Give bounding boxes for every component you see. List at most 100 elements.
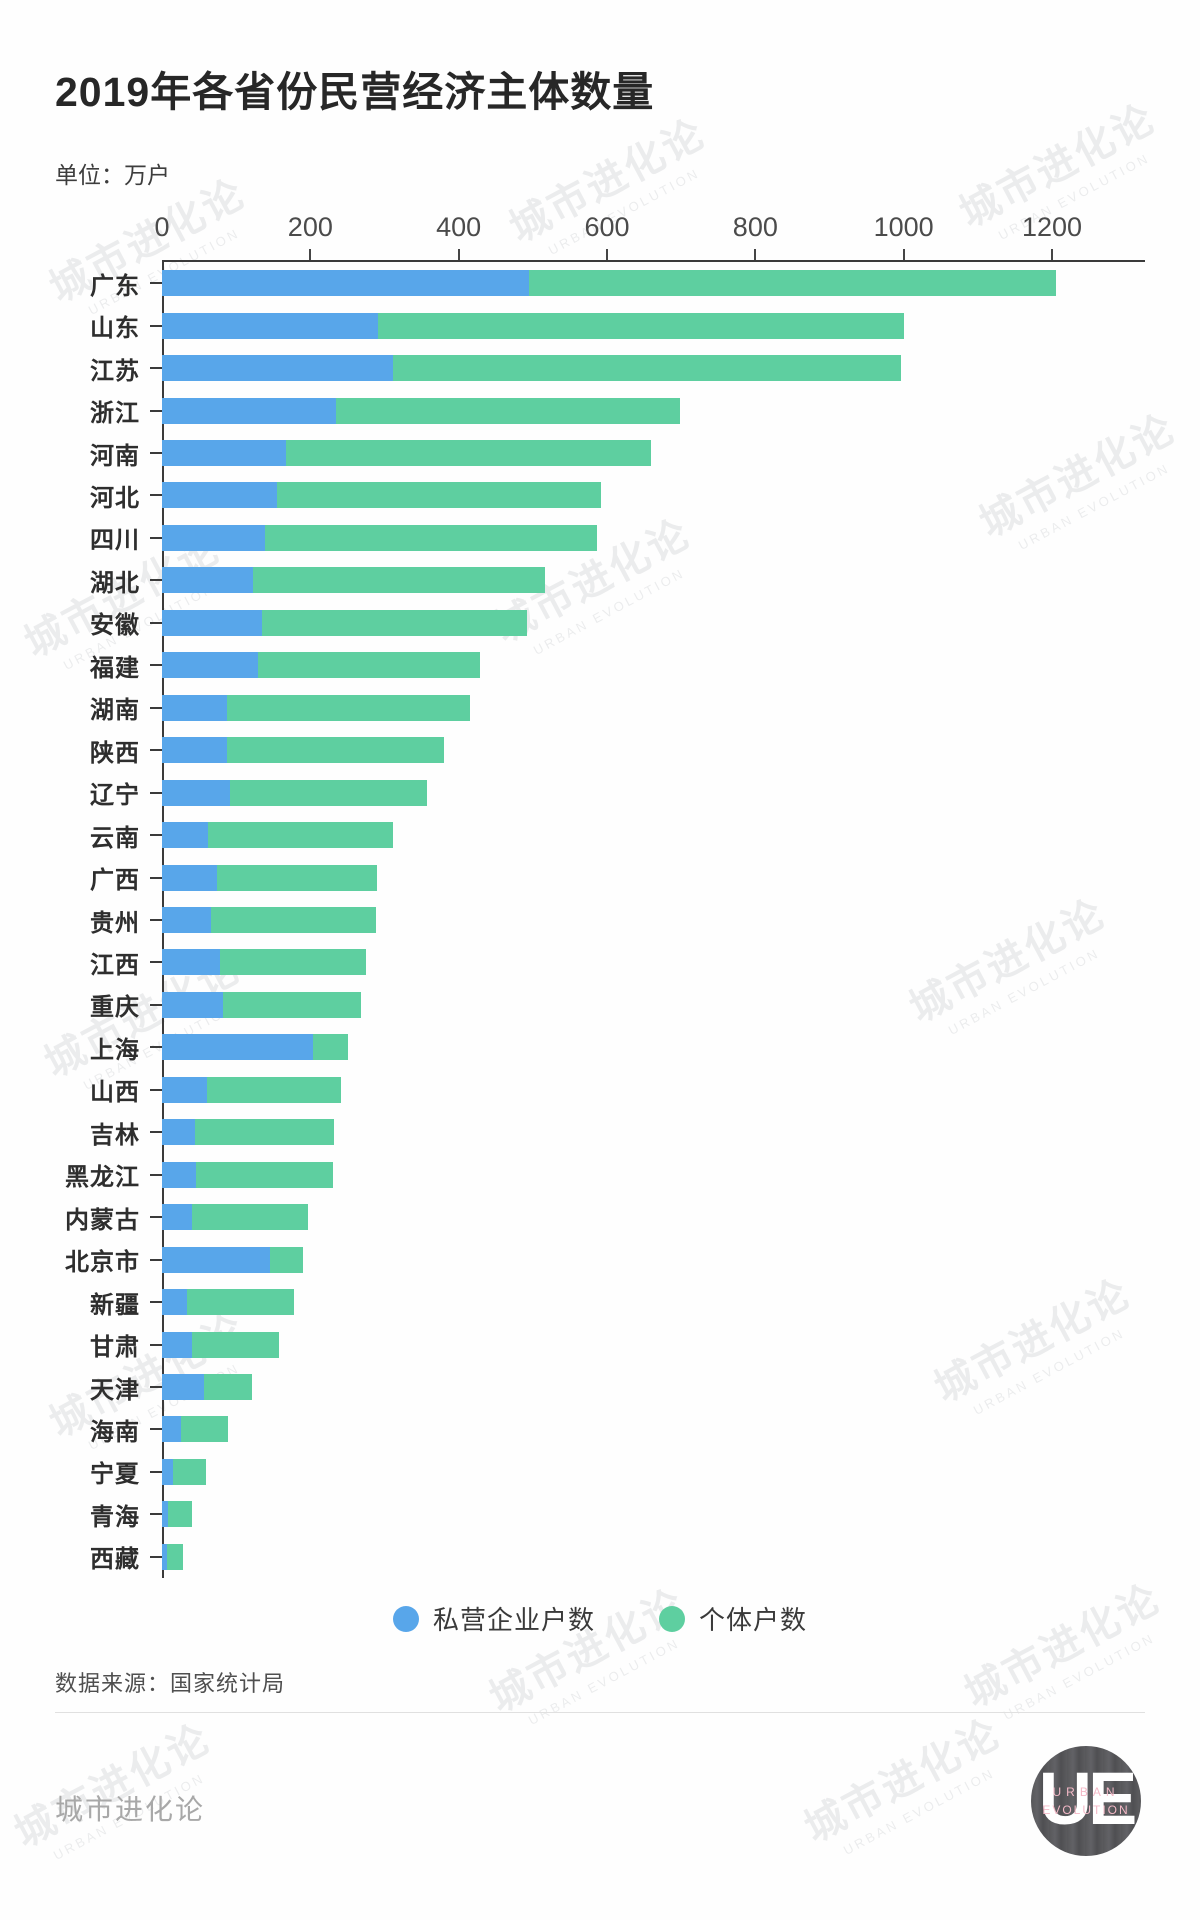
x-tick-label-600: 600 [584,212,630,242]
segment-private [162,991,223,1018]
segment-private [162,949,220,976]
row-tick [150,1173,162,1176]
segment-individual [191,1331,280,1358]
x-axis-line [162,260,1145,262]
stacked-bar [162,355,902,382]
stacked-bar [162,1204,309,1231]
segment-individual [192,1204,309,1231]
stacked-bar [162,1501,193,1528]
province-label: 西藏 [90,1546,140,1574]
province-label: 山西 [90,1079,140,1107]
bar-row-湖南: 湖南 [0,687,1200,729]
province-label: 吉林 [90,1121,140,1149]
segment-individual [226,737,444,764]
segment-individual [196,1161,334,1188]
segment-private [162,864,217,891]
row-tick [150,1216,162,1219]
province-label: 青海 [90,1503,140,1531]
watermark-cn-text: 城市进化论 [482,1581,694,1721]
x-tick-label-0: 0 [154,212,170,242]
row-tick [150,1046,162,1049]
row-tick [150,282,162,285]
bar-row-上海: 上海 [0,1026,1200,1068]
stacked-bar [162,270,1056,297]
row-tick [150,664,162,667]
row-tick [150,919,162,922]
bar-row-四川: 四川 [0,517,1200,559]
province-label: 广东 [90,272,140,300]
province-label: 湖南 [90,697,140,725]
legend-label: 个体户数 [699,1605,808,1635]
row-tick [150,1555,162,1558]
stacked-bar [162,1161,334,1188]
segment-individual [393,355,902,382]
row-tick [150,494,162,497]
bar-row-河南: 河南 [0,432,1200,474]
bar-row-云南: 云南 [0,814,1200,856]
bar-row-福建: 福建 [0,644,1200,686]
legend-item-individual: 个体户数 [659,1600,807,1637]
watermark-cn-text: 城市进化论 [7,1716,219,1856]
bar-row-广东: 广东 [0,262,1200,304]
row-tick [150,834,162,837]
segment-private [162,1458,174,1485]
province-label: 贵州 [90,909,140,937]
segment-individual [336,397,680,424]
row-tick [150,706,162,709]
province-label: 重庆 [90,994,140,1022]
province-label: 山东 [90,315,140,343]
bar-row-山西: 山西 [0,1069,1200,1111]
segment-private [162,907,211,934]
segment-private [162,1501,168,1528]
province-label: 甘肃 [90,1334,140,1362]
segment-private [162,1331,192,1358]
legend-item-private: 私营企业户数 [392,1600,595,1637]
segment-individual [187,1289,294,1316]
province-label: 宁夏 [90,1461,140,1489]
segment-individual [312,1034,349,1061]
province-label: 江西 [90,951,140,979]
x-tick-label-200: 200 [287,212,333,242]
stacked-bar [162,1543,184,1570]
row-tick [150,409,162,412]
province-label: 河南 [90,442,140,470]
page-title: 2019年各省份民营经济主体数量 [55,69,655,115]
x-tick-mark-800 [754,249,757,260]
province-label: 辽宁 [90,782,140,810]
province-label: 云南 [90,824,140,852]
bar-row-海南: 海南 [0,1408,1200,1450]
watermark-cn-text: 城市进化论 [797,1711,1009,1851]
stacked-bar [162,1374,252,1400]
province-label: 海南 [90,1418,140,1446]
footer-brand: 城市进化论 [55,1794,206,1825]
x-tick-label-1000: 1000 [873,212,934,242]
watermark-tile: 城市进化论 URBAN EVOLUTION [477,1571,702,1738]
segment-private [162,737,227,764]
segment-private [162,779,230,806]
row-tick [150,324,162,327]
row-tick [150,367,162,370]
legend-dot [392,1605,419,1632]
x-tick-label-800: 800 [732,212,778,242]
segment-individual [253,567,546,594]
segment-individual [529,270,1056,297]
province-label: 上海 [90,1036,140,1064]
x-tick-label-400: 400 [436,212,482,242]
row-tick [150,1343,162,1346]
stacked-bar [162,1289,294,1316]
row-tick [150,1470,162,1473]
logo-line2: EVOLUTION [1042,1803,1130,1817]
bar-row-青海: 青海 [0,1493,1200,1535]
segment-individual [258,652,481,679]
row-tick [150,1428,162,1431]
segment-private [162,1246,271,1273]
segment-individual [204,1374,252,1400]
segment-individual [377,312,904,339]
segment-private [162,567,254,594]
province-label: 新疆 [90,1291,140,1319]
segment-private [162,694,228,721]
segment-private [162,1543,168,1570]
bar-row-浙江: 浙江 [0,389,1200,431]
segment-individual [265,524,597,551]
segment-individual [211,907,377,934]
